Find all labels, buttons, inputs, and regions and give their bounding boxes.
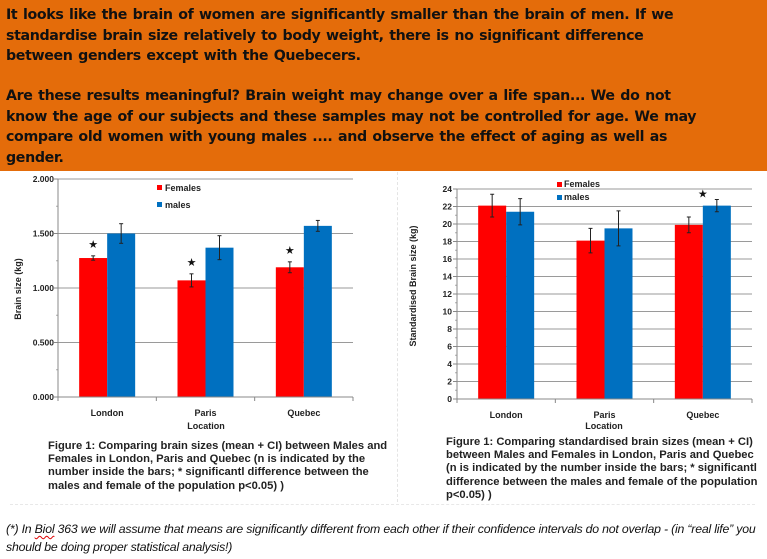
significance-markers: ★ [698,188,708,201]
bar-females-london [478,205,507,399]
significance-star: ★ [187,256,197,269]
y-tick-label: 14 [443,272,453,282]
bar-females-paris [177,280,206,397]
y-tick-label: 20 [443,219,453,229]
spellcheck-flagged-word: Biol [34,522,55,536]
x-tick-label: Paris [194,408,216,418]
legend-label-males: males [564,192,590,202]
bar-males-quebec [702,205,731,399]
y-tick-labels: 0.000 0.500 1.000 1.500 2.000 [33,174,55,402]
bars [478,205,731,399]
y-tick-label: 2.000 [33,174,55,184]
summary-banner: It looks like the brain of women are sig… [0,0,767,171]
error-bars [490,193,719,254]
bar-females-paris [576,240,605,399]
bar-males-quebec [303,225,332,397]
y-tick-label: 1.000 [33,283,55,293]
y-tick-label: 12 [443,289,453,299]
legend-label-males: males [165,200,191,210]
y-tick-label: 10 [443,307,453,317]
legend-swatch-males [157,202,162,207]
y-tick-label: 8 [447,324,452,334]
bar-females-quebec [275,267,304,397]
bar-males-london [107,233,136,397]
y-tick-label: 0.500 [33,338,55,348]
y-tick-label: 1.500 [33,229,55,239]
error-bars [91,219,320,288]
y-tick-label: 24 [443,184,453,194]
legend-label-females: Females [165,183,201,193]
figure-caption-brain-size: Figure 1: Comparing brain sizes (mean + … [48,440,388,492]
x-tick-label: Quebec [686,410,719,420]
significance-markers: ★ ★ ★ [88,238,295,269]
y-tick-label: 4 [447,359,452,369]
bar-males-paris [604,228,633,399]
footnote-prefix: (*) In [6,522,35,536]
legend-swatch-males [557,195,562,200]
x-axis-label: Location [187,421,225,431]
legend-swatch-females [157,185,162,190]
x-tick-label: Paris [593,410,615,420]
bar-females-london [79,258,108,397]
x-axis-label: Location [585,421,623,431]
footnote-text: 363 we will assume that means are signif… [6,522,756,554]
bar-females-quebec [674,224,703,399]
horizontal-divider [10,504,755,505]
x-tick-label: London [91,408,124,418]
y-tick-label: 0 [447,394,452,404]
y-tick-label: 16 [443,254,453,264]
y-axis-label: Brain size (kg) [13,258,23,320]
x-tick-label: London [490,410,523,420]
legend: Females males [157,183,201,210]
y-tick-label: 0.000 [33,392,55,402]
y-tick-label: 6 [447,342,452,352]
x-tick-labels: London Paris Quebec [490,410,720,420]
legend: Females males [557,179,600,202]
x-tick-label: Quebec [287,408,320,418]
bar-males-paris [205,247,234,397]
x-tick-labels: London Paris Quebec [91,408,321,418]
y-tick-label: 2 [447,377,452,387]
y-tick-label: 18 [443,237,453,247]
vertical-divider [397,172,398,502]
significance-star: ★ [88,238,98,251]
y-tick-label: 22 [443,202,453,212]
significance-star: ★ [285,244,295,257]
figure-caption-standardised: Figure 1: Comparing standardised brain s… [446,436,758,501]
legend-label-females: Females [564,179,600,189]
legend-swatch-females [557,182,562,187]
bar-males-london [506,211,535,399]
axes [54,178,354,401]
y-axis-label: Standardised Brain size (kg) [408,225,418,346]
summary-paragraph-1: It looks like the brain of women are sig… [6,7,674,64]
summary-paragraph-2: Are these results meaningful? Brain weig… [6,88,697,166]
axes [453,188,753,403]
bars [79,225,332,397]
brain-size-chart: ★ ★ ★ 0.000 0.500 1.000 1.500 2.000 London Pari… [13,174,354,431]
footnote: (*) In Biol 363 we will assume that mean… [6,521,766,556]
significance-star: ★ [698,188,708,201]
